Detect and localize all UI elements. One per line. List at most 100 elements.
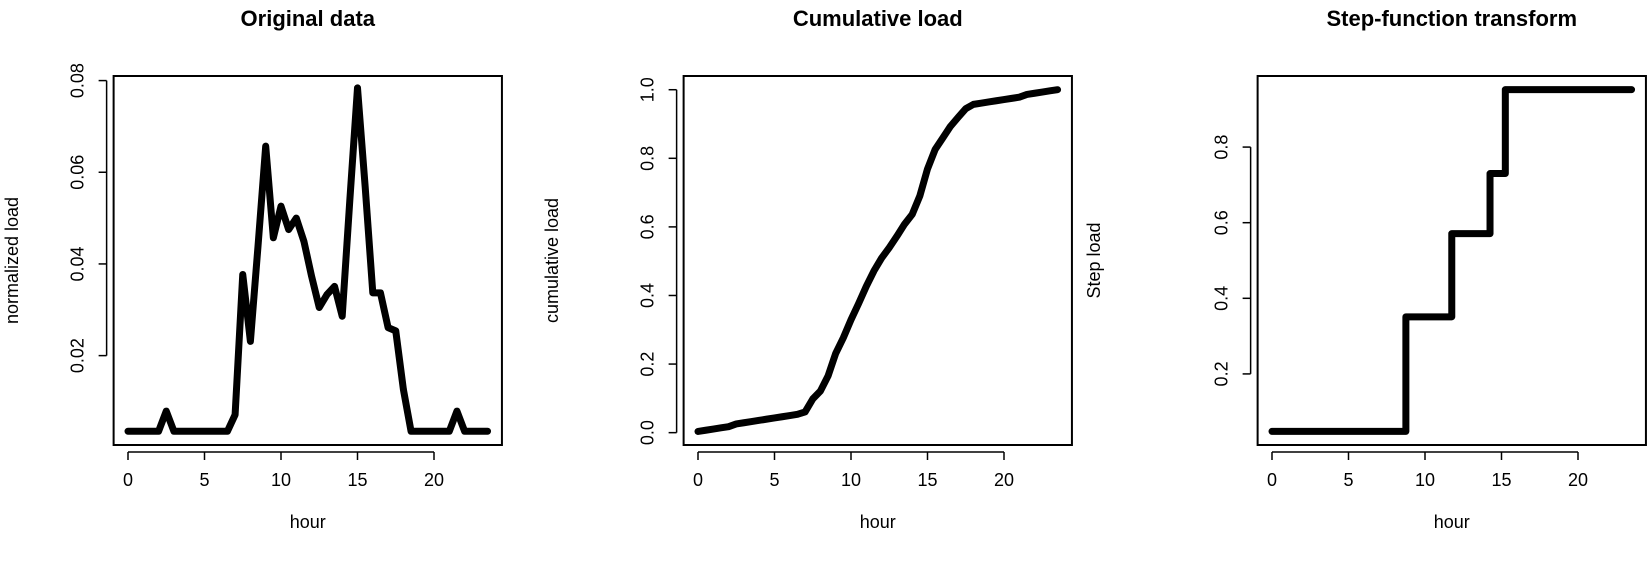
data-point (179, 429, 184, 434)
data-point (248, 339, 253, 344)
data-point (301, 239, 306, 244)
x-tick-label: 0 (123, 470, 133, 490)
data-point (340, 314, 345, 319)
data-point (741, 420, 746, 425)
data-point (1503, 87, 1508, 92)
data-point (462, 429, 467, 434)
y-tick-label: 0.4 (1212, 286, 1232, 311)
data-point (202, 429, 207, 434)
data-point (171, 429, 176, 434)
data-point (696, 429, 700, 434)
data-point (393, 328, 398, 333)
data-point (795, 412, 800, 417)
data-point (963, 106, 968, 111)
data-point (439, 429, 444, 434)
data-point (703, 428, 708, 433)
data-point (757, 418, 762, 423)
data-point (940, 135, 945, 140)
data-point (871, 268, 876, 273)
data-point (386, 325, 391, 330)
data-point (424, 429, 429, 434)
y-axis-label: normalized load (2, 197, 22, 324)
data-point (1488, 171, 1493, 176)
data-point (948, 124, 953, 129)
data-point (894, 234, 899, 239)
data-point (217, 429, 222, 434)
y-tick-label: 0.8 (1212, 135, 1232, 160)
y-tick-label: 0.2 (638, 352, 658, 377)
data-point (986, 99, 991, 104)
plot-frame (1256, 75, 1647, 446)
x-axis-label: hour (1434, 512, 1470, 532)
x-tick-label: 5 (199, 470, 209, 490)
data-point (317, 305, 322, 310)
x-tick-label: 20 (1568, 470, 1588, 490)
x-tick-label: 5 (1343, 470, 1353, 490)
y-tick-label: 0.0 (638, 420, 658, 445)
data-point (833, 351, 838, 356)
data-point (148, 429, 153, 434)
plot-frame (112, 75, 503, 446)
data-point (279, 204, 283, 209)
y-tick-label: 0.6 (638, 214, 658, 239)
x-axis-label: hour (860, 512, 896, 532)
data-point (1002, 97, 1006, 102)
data-point (256, 243, 261, 248)
data-point (324, 292, 329, 297)
data-point (164, 409, 169, 414)
x-tick-label: 5 (769, 470, 779, 490)
data-point (401, 387, 406, 392)
chart-title: Cumulative load (793, 6, 963, 31)
data-point (810, 396, 815, 401)
data-point (432, 429, 436, 434)
data-point (718, 425, 723, 430)
y-tick-label: 0.06 (68, 155, 88, 190)
chart-title: Step-function transform (1326, 6, 1577, 31)
data-point (1024, 92, 1029, 97)
data-point (225, 429, 230, 434)
y-tick-label: 0.02 (68, 338, 88, 373)
data-point (1017, 95, 1022, 100)
data-point (864, 284, 869, 289)
y-tick-label: 0.04 (68, 246, 88, 281)
data-point (133, 429, 138, 434)
data-point (910, 212, 915, 217)
chart-title: Original data (241, 6, 376, 31)
x-tick-label: 15 (347, 470, 367, 490)
data-point (1009, 96, 1014, 101)
x-tick-label: 10 (271, 470, 291, 490)
data-point (309, 274, 314, 279)
data-point (156, 429, 161, 434)
data-point (856, 301, 861, 306)
y-tick-label: 1.0 (638, 77, 658, 102)
data-point (470, 429, 475, 434)
data-point (841, 335, 846, 340)
data-point (263, 144, 268, 149)
y-axis-label: cumulative load (542, 198, 562, 323)
data-point (933, 147, 938, 152)
data-point (194, 429, 199, 434)
data-point (1403, 314, 1408, 319)
x-tick-label: 0 (693, 470, 703, 490)
data-point (749, 419, 754, 424)
data-point (409, 429, 414, 434)
data-point (363, 184, 368, 189)
data-point (126, 429, 130, 434)
y-tick-label: 0.08 (68, 63, 88, 98)
data-point (370, 290, 375, 295)
data-point (879, 256, 884, 261)
data-series-line (694, 86, 1062, 435)
data-point (286, 227, 291, 232)
panel-2: Cumulative load 0 5 10 15 20 0.0 0.2 0.4 0.6 0.8 1.… (542, 6, 1073, 532)
data-point (454, 409, 459, 414)
x-tick-label: 20 (994, 470, 1014, 490)
data-point (956, 115, 961, 120)
data-point (1040, 90, 1045, 95)
data-point (1629, 87, 1634, 92)
data-point (1032, 91, 1037, 96)
data-point (210, 429, 215, 434)
x-tick-label: 10 (1415, 470, 1435, 490)
data-point (734, 421, 739, 426)
x-axis-label: hour (290, 512, 326, 532)
